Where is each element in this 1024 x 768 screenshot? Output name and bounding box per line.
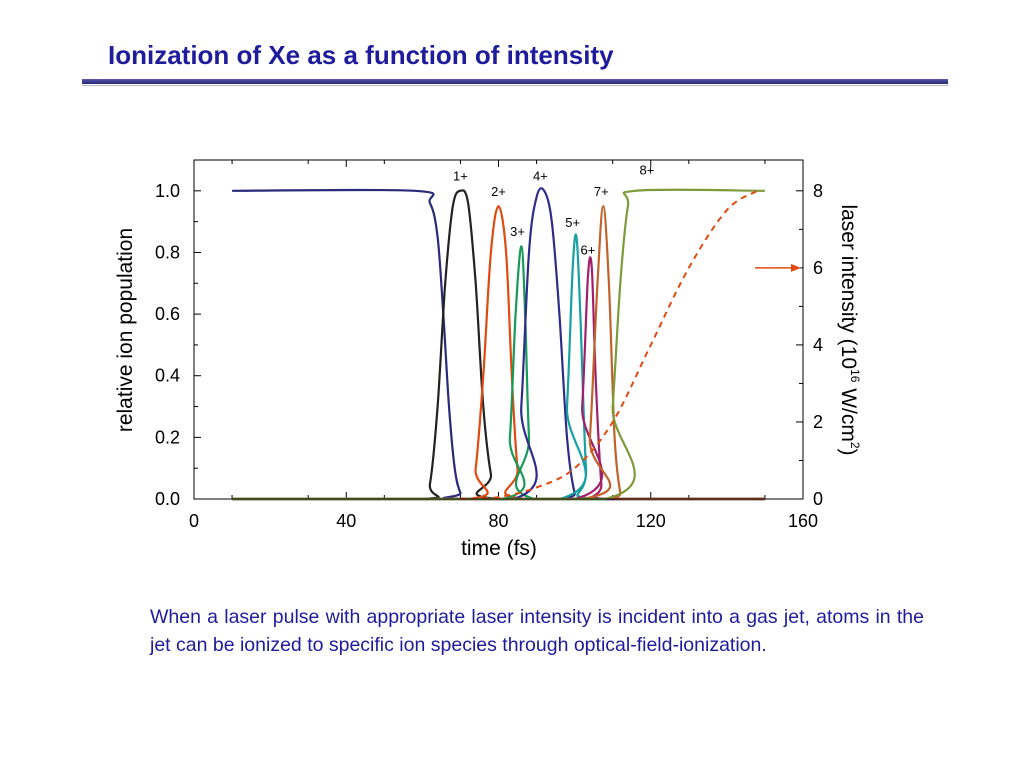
axis-pointer-arrow-head [791,263,801,272]
series-line-3plus [232,245,765,501]
y2-tick-label: 0 [813,489,823,509]
peak-label: 3+ [510,224,525,239]
y-tick-label: 0.2 [155,427,180,447]
peak-label: 4+ [533,169,548,184]
title-underline [82,79,948,84]
y2-axis-label: laser intensity (1016 W/cm2) [837,204,862,455]
peak-label: 2+ [491,184,506,199]
plot-frame [193,159,804,500]
series-line-0plus [232,188,765,501]
peak-label: 1+ [453,169,468,184]
labels-layer: 1+ 2+ 3+ 4+ 5+6+ 7+ 8+ [453,162,801,272]
series-line-8plus [232,188,765,501]
y2-label-prefix: laser intensity (10 [837,204,860,369]
y-tick-label: 0.4 [155,366,180,386]
y-tick-label: 0.8 [155,242,180,262]
y2-label-exponent: 16 [848,369,862,383]
y2-tick-label: 4 [813,335,823,355]
x-tick-label: 0 [189,511,199,531]
series-line-4plus [232,187,765,501]
y2-label-exponent2: 2 [848,442,862,449]
laser-intensity-curve [460,189,758,500]
x-tick-label: 40 [336,511,356,531]
series-line-2plus [232,205,765,501]
y2-label-mid: W/cm [837,382,860,441]
series-line-1plus [232,189,765,501]
y2-tick-label: 2 [813,412,823,432]
y-tick-label: 1.0 [155,181,180,201]
x-axis-label: time (fs) [461,537,537,560]
peak-label: 6+ [581,243,596,258]
title-underline-shadow [82,85,948,86]
ticks-layer: 0 40 80 120 160 0.0 0.2 0.4 0.6 0.8 1.0 0 2 4 6 8 [155,159,823,531]
y-axis-label: relative ion population [114,228,137,432]
y2-label-suffix: ) [837,449,860,456]
y2-tick-label: 8 [813,181,823,201]
x-tick-label: 160 [788,511,818,531]
peak-label: 7+ [594,184,609,199]
caption-text: When a laser pulse with appropriate lase… [150,606,924,656]
y-tick-label: 0.0 [155,489,180,509]
slide-title: Ionization of Xe as a function of intens… [108,40,614,70]
peak-label: 5+ [565,215,580,230]
y2-tick-label: 6 [813,258,823,278]
series-line-6plus [232,256,765,501]
y-tick-label: 0.6 [155,304,180,324]
series-layer [232,187,765,501]
x-tick-label: 120 [636,511,666,531]
x-tick-label: 80 [488,511,508,531]
peak-label: 8+ [640,162,655,177]
series-line-7plus [232,205,765,501]
